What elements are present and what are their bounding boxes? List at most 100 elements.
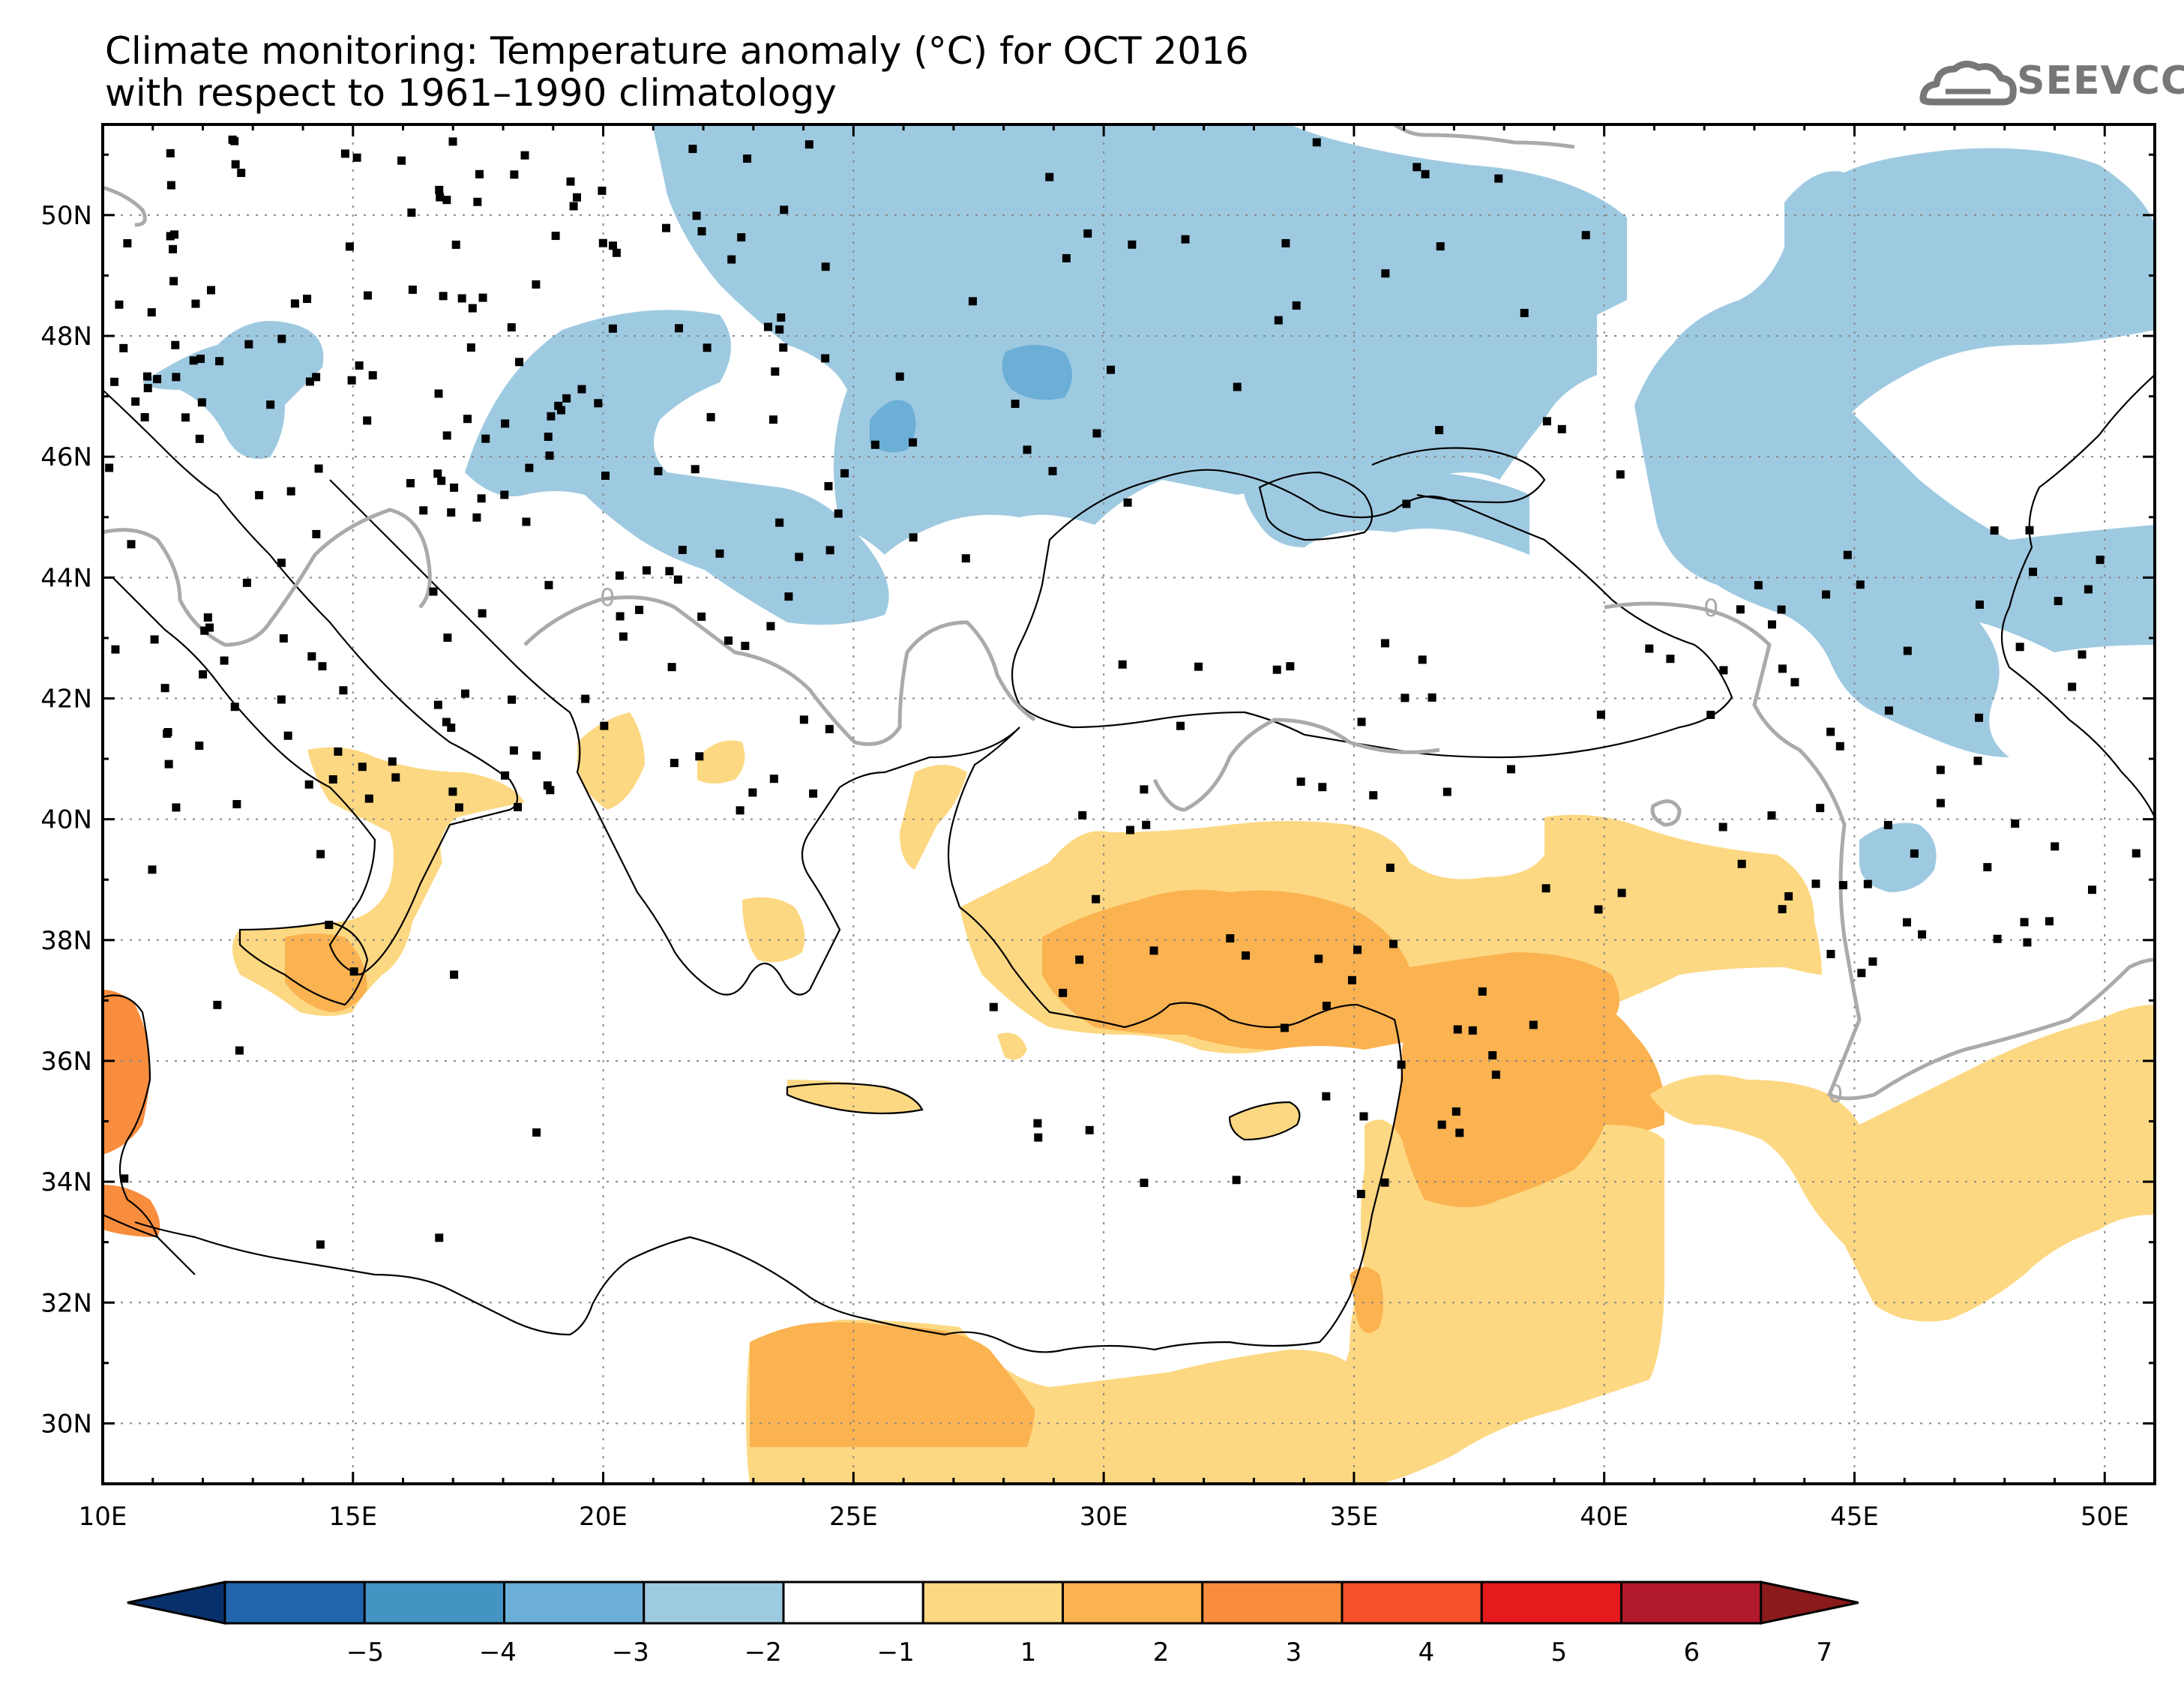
station-marker <box>1826 949 1835 958</box>
station-marker <box>695 752 704 761</box>
station-marker <box>2023 938 2032 947</box>
station-marker <box>286 487 295 496</box>
station-marker <box>1902 918 1911 927</box>
station-marker <box>1125 826 1134 835</box>
anomaly-region-aegean-yellow <box>900 765 967 870</box>
map-frame <box>101 123 2156 1485</box>
station-marker <box>1232 1176 1241 1185</box>
station-marker <box>442 431 451 440</box>
station-marker <box>364 794 373 803</box>
lon-tick-label: 50E <box>2081 1502 2129 1532</box>
station-marker <box>1719 666 1728 675</box>
zero-contour-north <box>1393 124 1575 149</box>
station-marker <box>556 406 565 415</box>
station-marker <box>1990 526 1999 535</box>
station-marker <box>172 373 181 382</box>
station-marker <box>1128 240 1137 249</box>
station-marker <box>347 376 356 385</box>
anomaly-region-moldova-mid-blue <box>870 400 916 453</box>
station-marker <box>500 490 509 499</box>
station-marker <box>1903 646 1912 655</box>
station-marker <box>191 299 200 308</box>
lat-tick-label: 40N <box>40 805 92 835</box>
station-marker <box>1488 1051 1497 1060</box>
station-marker <box>290 299 299 308</box>
station-marker <box>244 340 253 349</box>
station-marker <box>514 802 523 811</box>
station-marker <box>442 718 451 727</box>
station-marker <box>2084 585 2093 594</box>
station-marker <box>477 494 486 503</box>
station-marker <box>1777 605 1786 614</box>
station-marker <box>105 463 114 472</box>
station-marker <box>437 476 446 485</box>
station-marker <box>771 367 780 376</box>
station-marker <box>547 412 556 421</box>
station-marker <box>1011 400 1020 409</box>
station-marker <box>1421 169 1430 178</box>
station-marker <box>1033 1119 1042 1128</box>
station-marker <box>804 140 813 149</box>
station-marker <box>163 729 172 738</box>
lat-tick-label: 32N <box>40 1288 92 1318</box>
station-marker <box>1314 954 1323 963</box>
station-marker <box>510 170 519 179</box>
station-marker <box>1369 791 1378 800</box>
station-marker <box>368 371 377 380</box>
station-marker <box>1784 891 1793 900</box>
station-marker <box>779 343 788 352</box>
station-marker <box>142 372 151 381</box>
station-marker <box>230 136 239 145</box>
station-marker <box>1034 1133 1043 1142</box>
station-marker <box>1286 662 1295 671</box>
anomaly-region-danube-blue <box>465 310 889 625</box>
station-marker <box>673 575 682 584</box>
station-marker <box>148 865 157 874</box>
station-marker <box>1494 174 1503 183</box>
station-marker <box>544 580 553 589</box>
lon-tick-label: 20E <box>579 1502 628 1532</box>
station-marker <box>397 156 406 165</box>
station-marker <box>2020 918 2029 927</box>
station-marker <box>1242 951 1251 960</box>
station-marker <box>195 742 204 751</box>
station-marker <box>532 280 541 289</box>
station-marker <box>544 433 553 442</box>
station-marker <box>316 849 325 858</box>
station-marker <box>825 546 834 555</box>
station-marker <box>460 689 469 698</box>
colorbar-label: 2 <box>1153 1638 1170 1668</box>
station-marker <box>181 413 190 422</box>
colorbar-swatch <box>363 1581 505 1625</box>
station-marker <box>1826 727 1835 736</box>
longitude-labels: 10E 15E 20E 25E 30E 35E 40E 45E 50E <box>79 1502 2129 1532</box>
station-marker <box>312 373 321 382</box>
station-marker <box>1272 665 1281 674</box>
station-marker <box>1910 849 1919 858</box>
station-marker <box>439 292 448 301</box>
station-marker <box>468 304 477 313</box>
station-marker <box>834 509 843 518</box>
station-marker <box>433 469 442 478</box>
station-marker <box>546 786 555 795</box>
station-marker <box>2087 885 2096 894</box>
station-marker <box>795 553 804 562</box>
station-marker <box>1478 987 1487 996</box>
station-marker <box>305 377 314 386</box>
station-marker <box>345 242 354 251</box>
station-marker <box>447 508 456 517</box>
station-marker <box>2096 556 2105 565</box>
station-marker <box>2068 682 2077 691</box>
station-marker <box>235 1046 244 1055</box>
station-marker <box>2078 650 2087 659</box>
station-marker <box>349 967 358 976</box>
station-marker <box>153 375 162 384</box>
station-marker <box>692 211 701 220</box>
station-marker <box>675 324 684 333</box>
station-marker <box>1468 1026 1477 1035</box>
station-marker <box>1706 710 1715 719</box>
station-marker <box>598 186 607 195</box>
station-marker <box>1443 787 1452 796</box>
station-marker <box>237 169 246 178</box>
